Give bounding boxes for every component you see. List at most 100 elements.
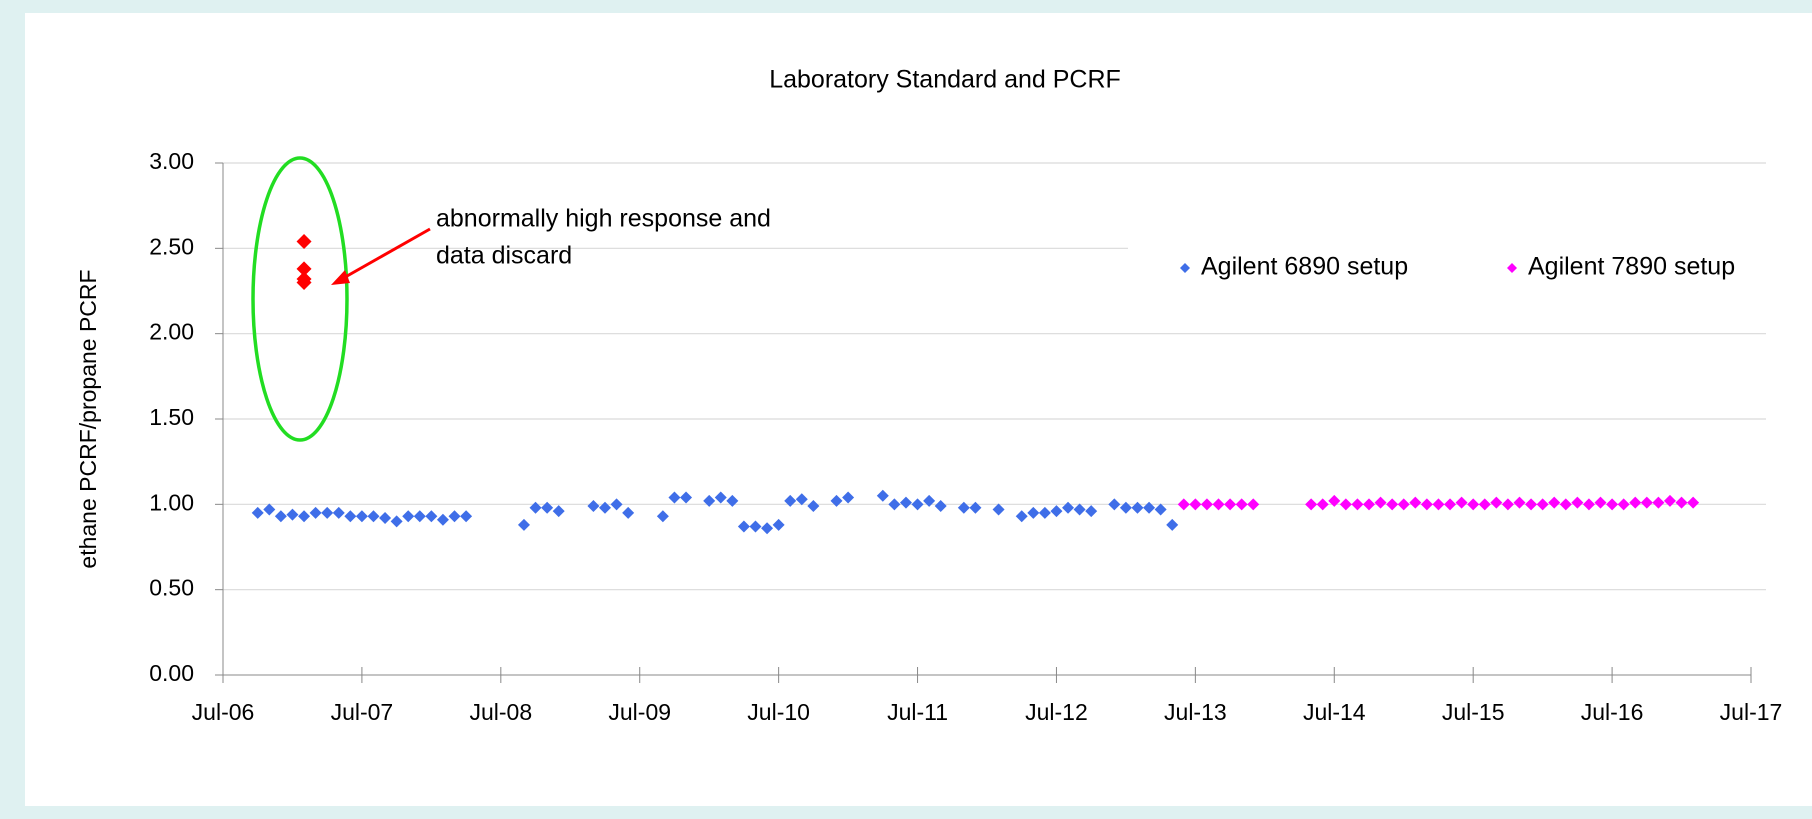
- point: [888, 498, 901, 511]
- point: [656, 510, 669, 523]
- point: [1525, 498, 1538, 511]
- point: [1652, 496, 1665, 509]
- point: [1247, 498, 1260, 511]
- point: [1085, 505, 1098, 518]
- point: [599, 501, 611, 514]
- point: [1501, 498, 1514, 511]
- point: [1663, 494, 1676, 507]
- point: [355, 510, 368, 523]
- point: [1351, 498, 1364, 511]
- point: [309, 506, 322, 519]
- x-tick-label: Jul-10: [747, 699, 810, 725]
- point: [413, 510, 426, 523]
- point: [1212, 498, 1225, 511]
- point: [379, 511, 392, 524]
- point: [899, 496, 912, 509]
- point: [842, 491, 855, 504]
- y-tick-label: 2.00: [149, 319, 194, 345]
- x-tick-label: Jul-09: [608, 699, 671, 725]
- point: [784, 494, 797, 507]
- point: [610, 498, 623, 511]
- point: [296, 274, 312, 290]
- highlight-ellipse: [251, 156, 349, 442]
- point: [1420, 498, 1433, 511]
- legend-background: [1128, 240, 1812, 298]
- point: [1166, 518, 1179, 531]
- point: [911, 498, 924, 511]
- annotation: data discard: [436, 242, 572, 270]
- point: [1617, 498, 1630, 511]
- point: [1582, 498, 1595, 511]
- x-tick-label: Jul-12: [1025, 699, 1088, 725]
- point: [296, 261, 312, 277]
- point: [876, 489, 889, 502]
- point: [1119, 501, 1132, 514]
- point: [1363, 498, 1375, 511]
- point: [552, 505, 565, 518]
- point: [1015, 510, 1028, 523]
- point: [830, 494, 843, 507]
- point: [1143, 501, 1156, 514]
- legend-marker: [1180, 263, 1190, 273]
- point: [1432, 498, 1445, 511]
- point: [622, 506, 635, 519]
- point: [367, 510, 380, 523]
- point: [1316, 498, 1329, 511]
- point: [517, 518, 530, 531]
- x-tick-label: Jul-16: [1581, 699, 1644, 725]
- annotation-arrow: [339, 227, 431, 282]
- y-tick-label: 2.50: [149, 233, 194, 259]
- chart-title: Laboratory Standard and PCRF: [769, 66, 1121, 94]
- legend-marker: [1507, 263, 1517, 273]
- point: [1154, 503, 1167, 516]
- point: [251, 506, 264, 519]
- y-tick-label: 1.00: [149, 489, 194, 515]
- legend-label: Agilent 6890 setup: [1201, 253, 1408, 281]
- x-tick-label: Jul-07: [331, 699, 394, 725]
- point: [1675, 496, 1688, 509]
- point: [1640, 496, 1653, 509]
- point: [436, 513, 449, 526]
- point: [1131, 501, 1144, 514]
- y-tick-label: 0.00: [149, 660, 194, 686]
- point: [425, 510, 438, 523]
- point: [749, 520, 762, 533]
- point: [448, 510, 461, 523]
- point: [1478, 498, 1491, 511]
- point: [321, 506, 334, 519]
- point: [332, 506, 345, 519]
- y-tick-label: 3.00: [149, 148, 194, 174]
- point: [1409, 496, 1422, 509]
- point: [1467, 498, 1480, 511]
- point: [1224, 498, 1237, 511]
- point: [296, 234, 312, 250]
- point: [957, 501, 970, 514]
- point: [1339, 498, 1352, 511]
- point: [1038, 506, 1051, 519]
- point: [286, 508, 299, 521]
- point: [1200, 498, 1213, 511]
- point: [1027, 506, 1040, 519]
- point: [1490, 496, 1503, 509]
- point: [1177, 498, 1190, 511]
- x-tick-label: Jul-14: [1303, 699, 1366, 725]
- point: [969, 501, 982, 514]
- y-tick-label: 0.50: [149, 575, 194, 601]
- point: [1513, 496, 1526, 509]
- point: [772, 518, 785, 531]
- point: [1062, 501, 1075, 514]
- legend-label: Agilent 7890 setup: [1528, 253, 1735, 281]
- point: [1305, 498, 1318, 511]
- point: [795, 493, 808, 506]
- point: [460, 510, 473, 523]
- point: [737, 520, 750, 533]
- point: [1606, 498, 1619, 511]
- chart-panel: [25, 13, 1812, 806]
- point: [274, 510, 287, 523]
- point: [1594, 496, 1607, 509]
- point: [1189, 498, 1202, 511]
- point: [726, 494, 739, 507]
- point: [1050, 505, 1063, 518]
- point: [714, 491, 727, 504]
